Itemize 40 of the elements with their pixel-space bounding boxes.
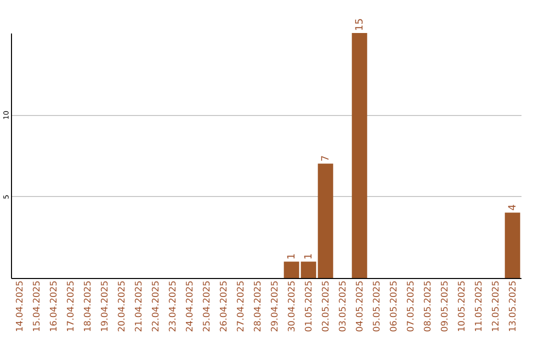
x-tick-label: 21.04.2025 [134, 280, 144, 332]
bar [318, 164, 334, 278]
x-tick-label: 03.05.2025 [338, 280, 348, 332]
x-tick-label: 25.04.2025 [202, 280, 212, 332]
x-tick-label: 02.05.2025 [322, 280, 332, 332]
bar [284, 262, 300, 278]
x-tick-label: 26.04.2025 [220, 280, 230, 332]
x-tick-label: 22.04.2025 [152, 280, 162, 332]
bar [504, 212, 520, 278]
data-label: 1 [304, 253, 314, 260]
bar [300, 262, 316, 278]
x-tick-label: 01.05.2025 [304, 280, 314, 332]
x-tick-label: 18.04.2025 [84, 280, 94, 332]
bar [352, 33, 368, 278]
x-tick-label: 04.05.2025 [356, 280, 366, 332]
x-tick-label: 30.04.2025 [288, 280, 298, 332]
data-label: 4 [508, 204, 518, 211]
data-label: 7 [320, 155, 332, 162]
x-tick-label: 08.05.2025 [424, 280, 434, 332]
x-tick-label: 20.04.2025 [118, 280, 128, 332]
x-tick-label: 09.05.2025 [440, 280, 450, 332]
x-tick-label: 13.05.2025 [508, 280, 518, 332]
data-label: 1 [286, 253, 298, 260]
x-tick-label: 27.04.2025 [236, 280, 246, 332]
x-tick-label: 12.05.2025 [492, 280, 502, 332]
x-tick-label: 29.04.2025 [270, 280, 280, 332]
x-tick-label: 05.05.2025 [372, 280, 382, 332]
data-label: 15 [354, 18, 366, 31]
x-tick-label: 16.04.2025 [50, 280, 60, 332]
x-tick-label: 07.05.2025 [406, 280, 416, 332]
x-tick-label: 11.05.2025 [474, 280, 484, 332]
x-tick-label: 28.04.2025 [254, 280, 264, 332]
x-tick-label: 23.04.2025 [168, 280, 178, 332]
x-tick-label: 17.04.2025 [66, 280, 76, 332]
x-tick-label: 15.04.2025 [32, 280, 42, 332]
x-tick-label: 06.05.2025 [390, 280, 400, 332]
x-tick-label: 24.04.2025 [186, 280, 196, 332]
x-tick-label: 14.04.2025 [16, 280, 26, 332]
x-tick-label: 10.05.2025 [458, 280, 468, 332]
x-tick-label: 19.04.2025 [100, 280, 110, 332]
